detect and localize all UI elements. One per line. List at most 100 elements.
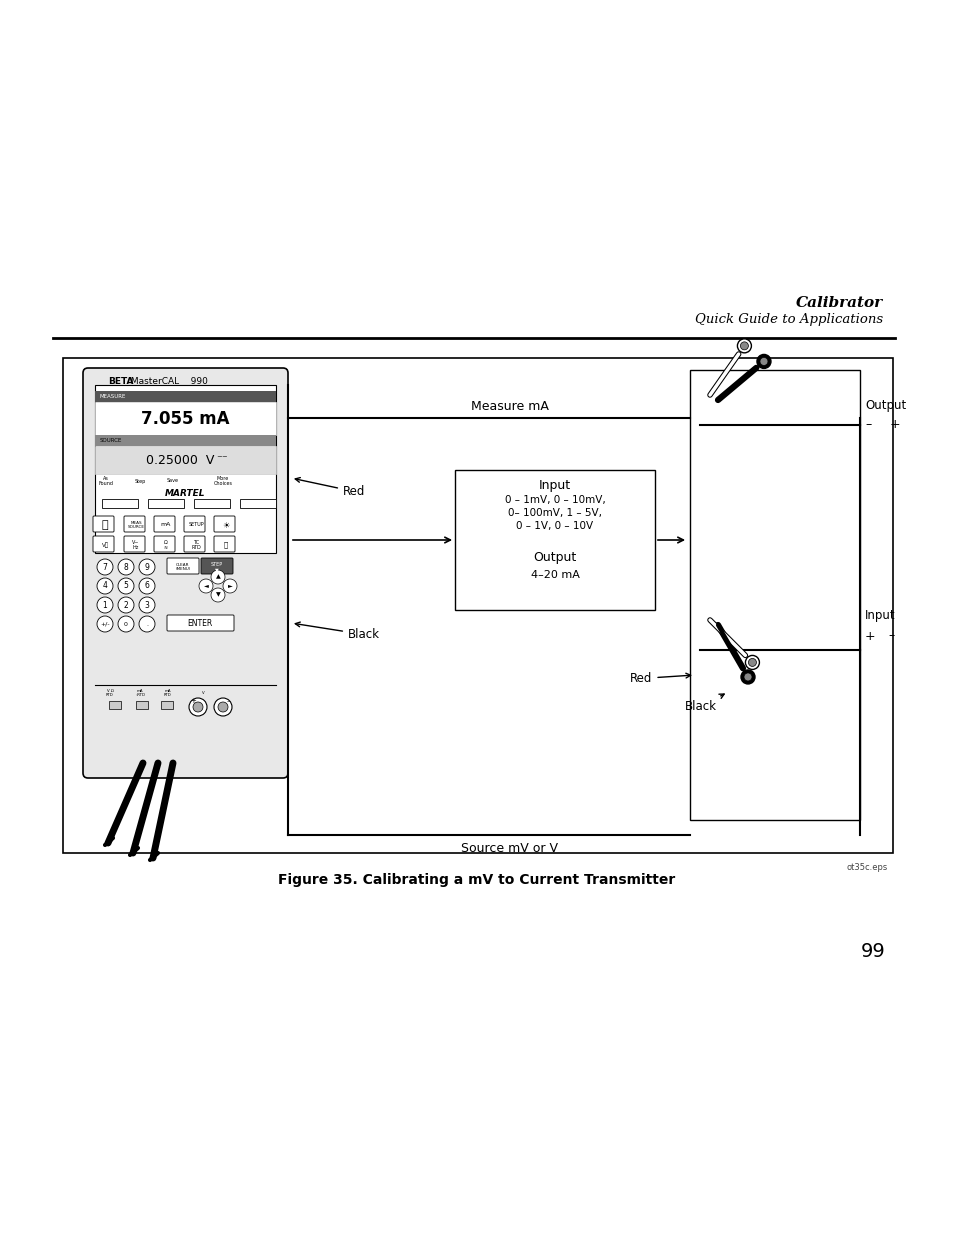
- Text: +: +: [190, 698, 195, 704]
- Text: 4–20 mA: 4–20 mA: [530, 571, 578, 580]
- Text: ⏻: ⏻: [102, 520, 109, 530]
- Bar: [95, 446, 275, 474]
- Text: Source mV or V: Source mV or V: [461, 842, 558, 856]
- Text: V⎓: V⎓: [101, 542, 109, 548]
- Text: +/-: +/-: [100, 621, 110, 626]
- Circle shape: [118, 597, 133, 613]
- Text: Red: Red: [294, 478, 365, 498]
- FancyBboxPatch shape: [213, 516, 234, 532]
- Text: 9: 9: [145, 562, 150, 572]
- Text: Output: Output: [533, 552, 576, 564]
- Circle shape: [139, 578, 154, 594]
- FancyBboxPatch shape: [184, 516, 205, 532]
- Circle shape: [193, 701, 203, 713]
- Text: Input: Input: [538, 479, 571, 493]
- Text: ☀: ☀: [222, 520, 230, 530]
- Text: ENTER: ENTER: [187, 620, 213, 629]
- Circle shape: [97, 616, 112, 632]
- Text: SETUP: SETUP: [188, 522, 204, 527]
- Circle shape: [189, 698, 207, 716]
- FancyBboxPatch shape: [153, 536, 174, 552]
- Text: MARTEL: MARTEL: [165, 489, 206, 498]
- Circle shape: [748, 658, 756, 667]
- Circle shape: [213, 698, 232, 716]
- Circle shape: [743, 673, 751, 680]
- Text: BETA: BETA: [108, 377, 133, 385]
- Text: MEASURE: MEASURE: [100, 394, 126, 399]
- Text: SOURCE: SOURCE: [100, 438, 122, 443]
- Text: 3: 3: [145, 600, 150, 610]
- Text: Black: Black: [684, 694, 723, 713]
- Text: Save: Save: [167, 478, 179, 483]
- Circle shape: [223, 579, 236, 593]
- Text: 1: 1: [103, 600, 108, 610]
- Text: Step: Step: [134, 478, 146, 483]
- Text: 7.055 mA: 7.055 mA: [141, 410, 230, 427]
- Bar: [689, 370, 859, 820]
- Circle shape: [744, 656, 759, 669]
- Text: Input: Input: [864, 609, 895, 621]
- FancyBboxPatch shape: [184, 536, 205, 552]
- Text: mA: mA: [161, 522, 171, 527]
- Bar: [95, 385, 275, 553]
- Text: More
Choices: More Choices: [213, 475, 233, 487]
- Bar: [240, 499, 275, 508]
- Circle shape: [199, 579, 213, 593]
- Circle shape: [97, 597, 112, 613]
- Circle shape: [118, 578, 133, 594]
- Bar: [95, 391, 275, 403]
- Bar: [148, 499, 184, 508]
- Bar: [95, 403, 275, 435]
- Text: 99: 99: [860, 942, 884, 962]
- Text: ~~: ~~: [216, 454, 228, 459]
- Text: TC
RTD: TC RTD: [191, 540, 201, 551]
- Circle shape: [756, 354, 770, 368]
- Circle shape: [139, 616, 154, 632]
- Circle shape: [760, 357, 767, 366]
- Circle shape: [139, 559, 154, 576]
- Text: V~
Hz: V~ Hz: [132, 540, 139, 551]
- Text: mA
RTD: mA RTD: [164, 689, 172, 698]
- FancyBboxPatch shape: [213, 536, 234, 552]
- Bar: [63, 358, 892, 853]
- Text: 0 – 1V, 0 – 10V: 0 – 1V, 0 – 10V: [516, 521, 593, 531]
- Bar: [102, 499, 138, 508]
- Text: Black: Black: [295, 622, 379, 641]
- Text: ▲: ▲: [215, 574, 220, 579]
- Circle shape: [97, 578, 112, 594]
- Text: –: –: [887, 630, 893, 642]
- Text: 0– 100mV, 1 – 5V,: 0– 100mV, 1 – 5V,: [507, 508, 601, 517]
- Circle shape: [737, 338, 751, 353]
- Text: 4: 4: [103, 582, 108, 590]
- Circle shape: [740, 669, 754, 684]
- Text: .: .: [146, 621, 148, 626]
- Bar: [109, 701, 121, 709]
- Text: 2: 2: [124, 600, 129, 610]
- FancyBboxPatch shape: [167, 558, 199, 574]
- Text: 8: 8: [124, 562, 129, 572]
- Text: +: +: [864, 630, 875, 642]
- Text: Quick Guide to Applications: Quick Guide to Applications: [694, 312, 882, 326]
- Text: MEAS
SOURCE: MEAS SOURCE: [128, 521, 144, 530]
- Text: ◄: ◄: [203, 583, 208, 589]
- Text: mA
◦RTD: mA ◦RTD: [135, 689, 145, 698]
- Circle shape: [218, 701, 228, 713]
- Bar: [455, 471, 655, 610]
- Circle shape: [118, 559, 133, 576]
- Circle shape: [139, 597, 154, 613]
- Text: Measure mA: Measure mA: [471, 399, 548, 412]
- Text: 0 – 1mV, 0 – 10mV,: 0 – 1mV, 0 – 10mV,: [504, 495, 605, 505]
- Text: 0.25000  V: 0.25000 V: [146, 453, 214, 467]
- Circle shape: [97, 559, 112, 576]
- Text: CLEAR
(MENU): CLEAR (MENU): [175, 563, 191, 572]
- FancyBboxPatch shape: [124, 536, 145, 552]
- Text: Output: Output: [864, 399, 905, 411]
- Text: ►: ►: [228, 583, 233, 589]
- Text: 6: 6: [145, 582, 150, 590]
- Text: STEP
▼: STEP ▼: [211, 562, 223, 572]
- Text: Ω
≈: Ω ≈: [164, 540, 168, 551]
- Bar: [136, 701, 148, 709]
- Circle shape: [211, 571, 225, 584]
- Text: V: V: [201, 692, 204, 695]
- Text: As
Found: As Found: [98, 475, 113, 487]
